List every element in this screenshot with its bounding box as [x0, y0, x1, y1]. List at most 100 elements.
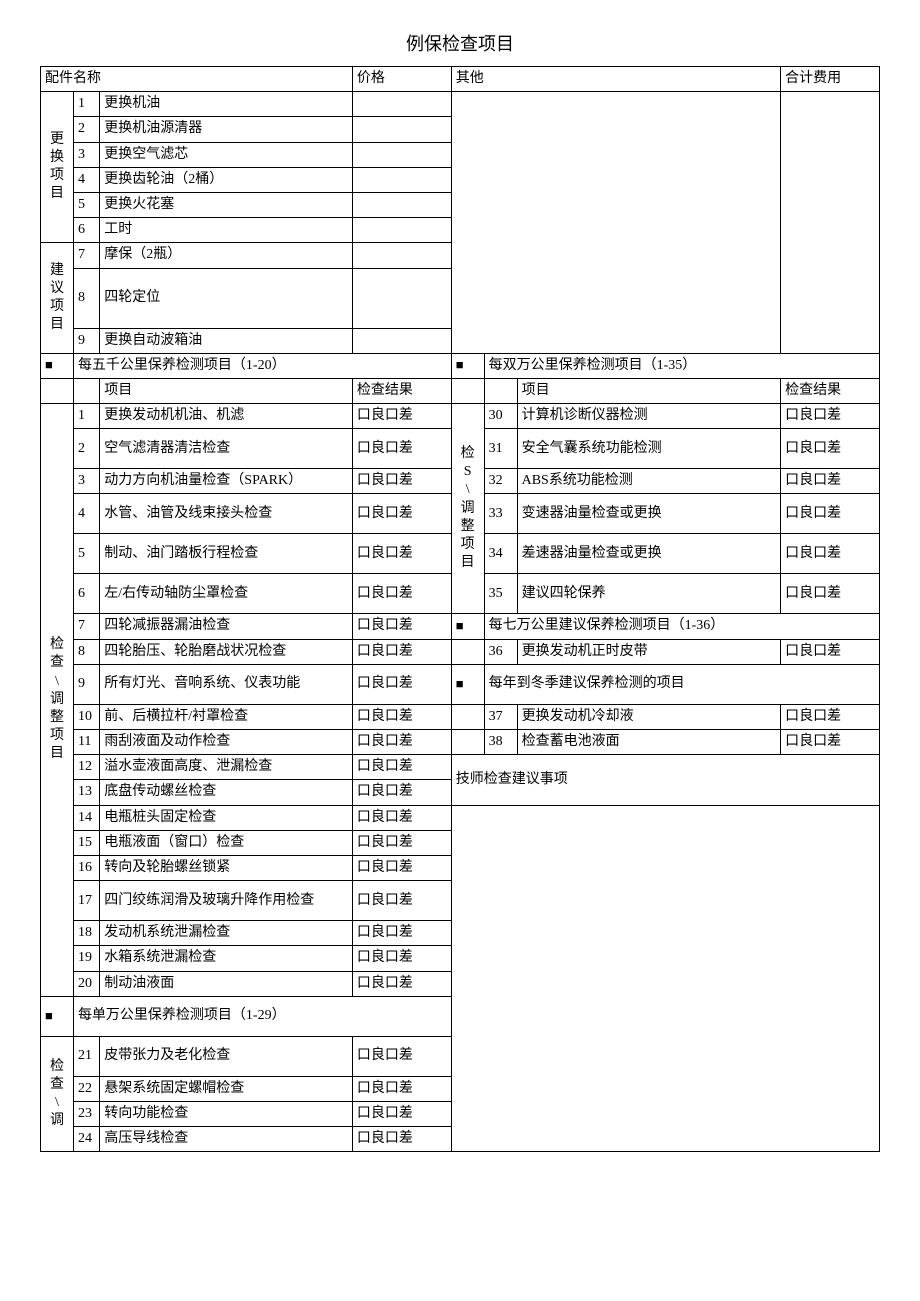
result-cell: 口良口差: [352, 614, 451, 639]
blank: [451, 378, 484, 403]
result-cell: 口良口差: [352, 946, 451, 971]
row-num: 4: [73, 494, 99, 534]
row-num: 17: [73, 881, 99, 921]
row-num: 14: [73, 805, 99, 830]
result-cell: 口良口差: [352, 855, 451, 880]
group-suggest: 建议项目: [41, 243, 74, 353]
section-marker: ■: [41, 996, 74, 1036]
sub-header-result: 检查结果: [352, 378, 451, 403]
item-name: 雨刮液面及动作检查: [100, 730, 353, 755]
result-cell: 口良口差: [352, 494, 451, 534]
result-cell: 口良口差: [781, 469, 880, 494]
row-num: 1: [73, 404, 99, 429]
sub-header-result: 检查结果: [781, 378, 880, 403]
row-num: 12: [73, 755, 99, 780]
sub-header-item: 项目: [100, 378, 353, 403]
section-marker: ■: [41, 353, 74, 378]
result-cell: 口良口差: [781, 730, 880, 755]
result-cell: 口良口差: [352, 971, 451, 996]
result-cell: 口良口差: [352, 1036, 451, 1076]
result-cell: 口良口差: [781, 639, 880, 664]
result-cell: 口良口差: [352, 469, 451, 494]
other-blank: [451, 92, 780, 354]
price-cell: [352, 328, 451, 353]
page-title: 例保检查项目: [40, 30, 880, 56]
row-num: 33: [484, 494, 517, 534]
item-name: 动力方向机油量检查（SPARK）: [100, 469, 353, 494]
inspection-table: 配件名称 价格 其他 合计费用 更换项目 1 更换机油 2 更换机油源清器 3 …: [40, 66, 880, 1152]
blank: [73, 378, 99, 403]
result-cell: 口良口差: [781, 429, 880, 469]
section-marker: ■: [451, 353, 484, 378]
row-num: 30: [484, 404, 517, 429]
row-num: 10: [73, 704, 99, 729]
item-name: 前、后横拉杆/衬罩检查: [100, 704, 353, 729]
row-num: 8: [73, 268, 99, 328]
row-num: 18: [73, 921, 99, 946]
row-num: 9: [73, 328, 99, 353]
item-name: 检查蓄电池液面: [517, 730, 781, 755]
row-num: 9: [73, 664, 99, 704]
item-name: 更换空气滤芯: [100, 142, 353, 167]
price-cell: [352, 92, 451, 117]
item-name: 制动油液面: [100, 971, 353, 996]
section-10k: 每单万公里保养检测项目（1-29）: [73, 996, 451, 1036]
result-cell: 口良口差: [781, 404, 880, 429]
item-name: 更换发动机机油、机滤: [100, 404, 353, 429]
result-cell: 口良口差: [352, 704, 451, 729]
item-name: 高压导线检查: [100, 1127, 353, 1152]
row-num: 32: [484, 469, 517, 494]
result-cell: 口良口差: [352, 755, 451, 780]
item-name: 建议四轮保养: [517, 574, 781, 614]
result-cell: 口良口差: [352, 534, 451, 574]
row-num: 23: [73, 1101, 99, 1126]
item-name: 更换火花塞: [100, 192, 353, 217]
result-cell: 口良口差: [352, 1101, 451, 1126]
row-num: 2: [73, 117, 99, 142]
item-name: 四轮定位: [100, 268, 353, 328]
item-name: 所有灯光、音响系统、仪表功能: [100, 664, 353, 704]
row-num: 13: [73, 780, 99, 805]
item-name: 工时: [100, 218, 353, 243]
tech-suggest-body: [451, 805, 879, 1152]
item-name: 悬架系统固定螺帽检查: [100, 1076, 353, 1101]
item-name: 安全气囊系统功能检测: [517, 429, 781, 469]
item-name: 电瓶桩头固定检查: [100, 805, 353, 830]
item-name: 更换发动机正时皮带: [517, 639, 781, 664]
result-cell: 口良口差: [352, 639, 451, 664]
item-name: 电瓶液面（窗口）检查: [100, 830, 353, 855]
group-check-s-adjust: 检S\调整项目: [451, 404, 484, 614]
blank: [484, 378, 517, 403]
blank: [451, 639, 484, 664]
group-replace: 更换项目: [41, 92, 74, 243]
item-name: 皮带张力及老化检查: [100, 1036, 353, 1076]
row-num: 4: [73, 167, 99, 192]
result-cell: 口良口差: [352, 830, 451, 855]
item-name: 更换发动机冷却液: [517, 704, 781, 729]
group-check-adjust: 检查\调整项目: [41, 404, 74, 997]
item-name: 计算机诊断仪器检测: [517, 404, 781, 429]
row-num: 36: [484, 639, 517, 664]
row-num: 1: [73, 92, 99, 117]
item-name: 空气滤清器清洁检查: [100, 429, 353, 469]
item-name: 更换机油: [100, 92, 353, 117]
result-cell: 口良口差: [352, 780, 451, 805]
row-num: 7: [73, 243, 99, 268]
row-num: 38: [484, 730, 517, 755]
item-name: 转向功能检查: [100, 1101, 353, 1126]
result-cell: 口良口差: [352, 1076, 451, 1101]
item-name: 更换齿轮油（2桶）: [100, 167, 353, 192]
row-num: 34: [484, 534, 517, 574]
result-cell: 口良口差: [352, 429, 451, 469]
result-cell: 口良口差: [352, 404, 451, 429]
item-name: 四轮胎压、轮胎磨战状况检查: [100, 639, 353, 664]
price-cell: [352, 142, 451, 167]
row-num: 7: [73, 614, 99, 639]
header-part-name: 配件名称: [41, 67, 353, 92]
row-num: 6: [73, 218, 99, 243]
blank: [41, 378, 74, 403]
item-name: 底盘传动螺丝检查: [100, 780, 353, 805]
item-name: 溢水壶液面高度、泄漏检查: [100, 755, 353, 780]
item-name: 水管、油管及线束接头检查: [100, 494, 353, 534]
result-cell: 口良口差: [352, 574, 451, 614]
